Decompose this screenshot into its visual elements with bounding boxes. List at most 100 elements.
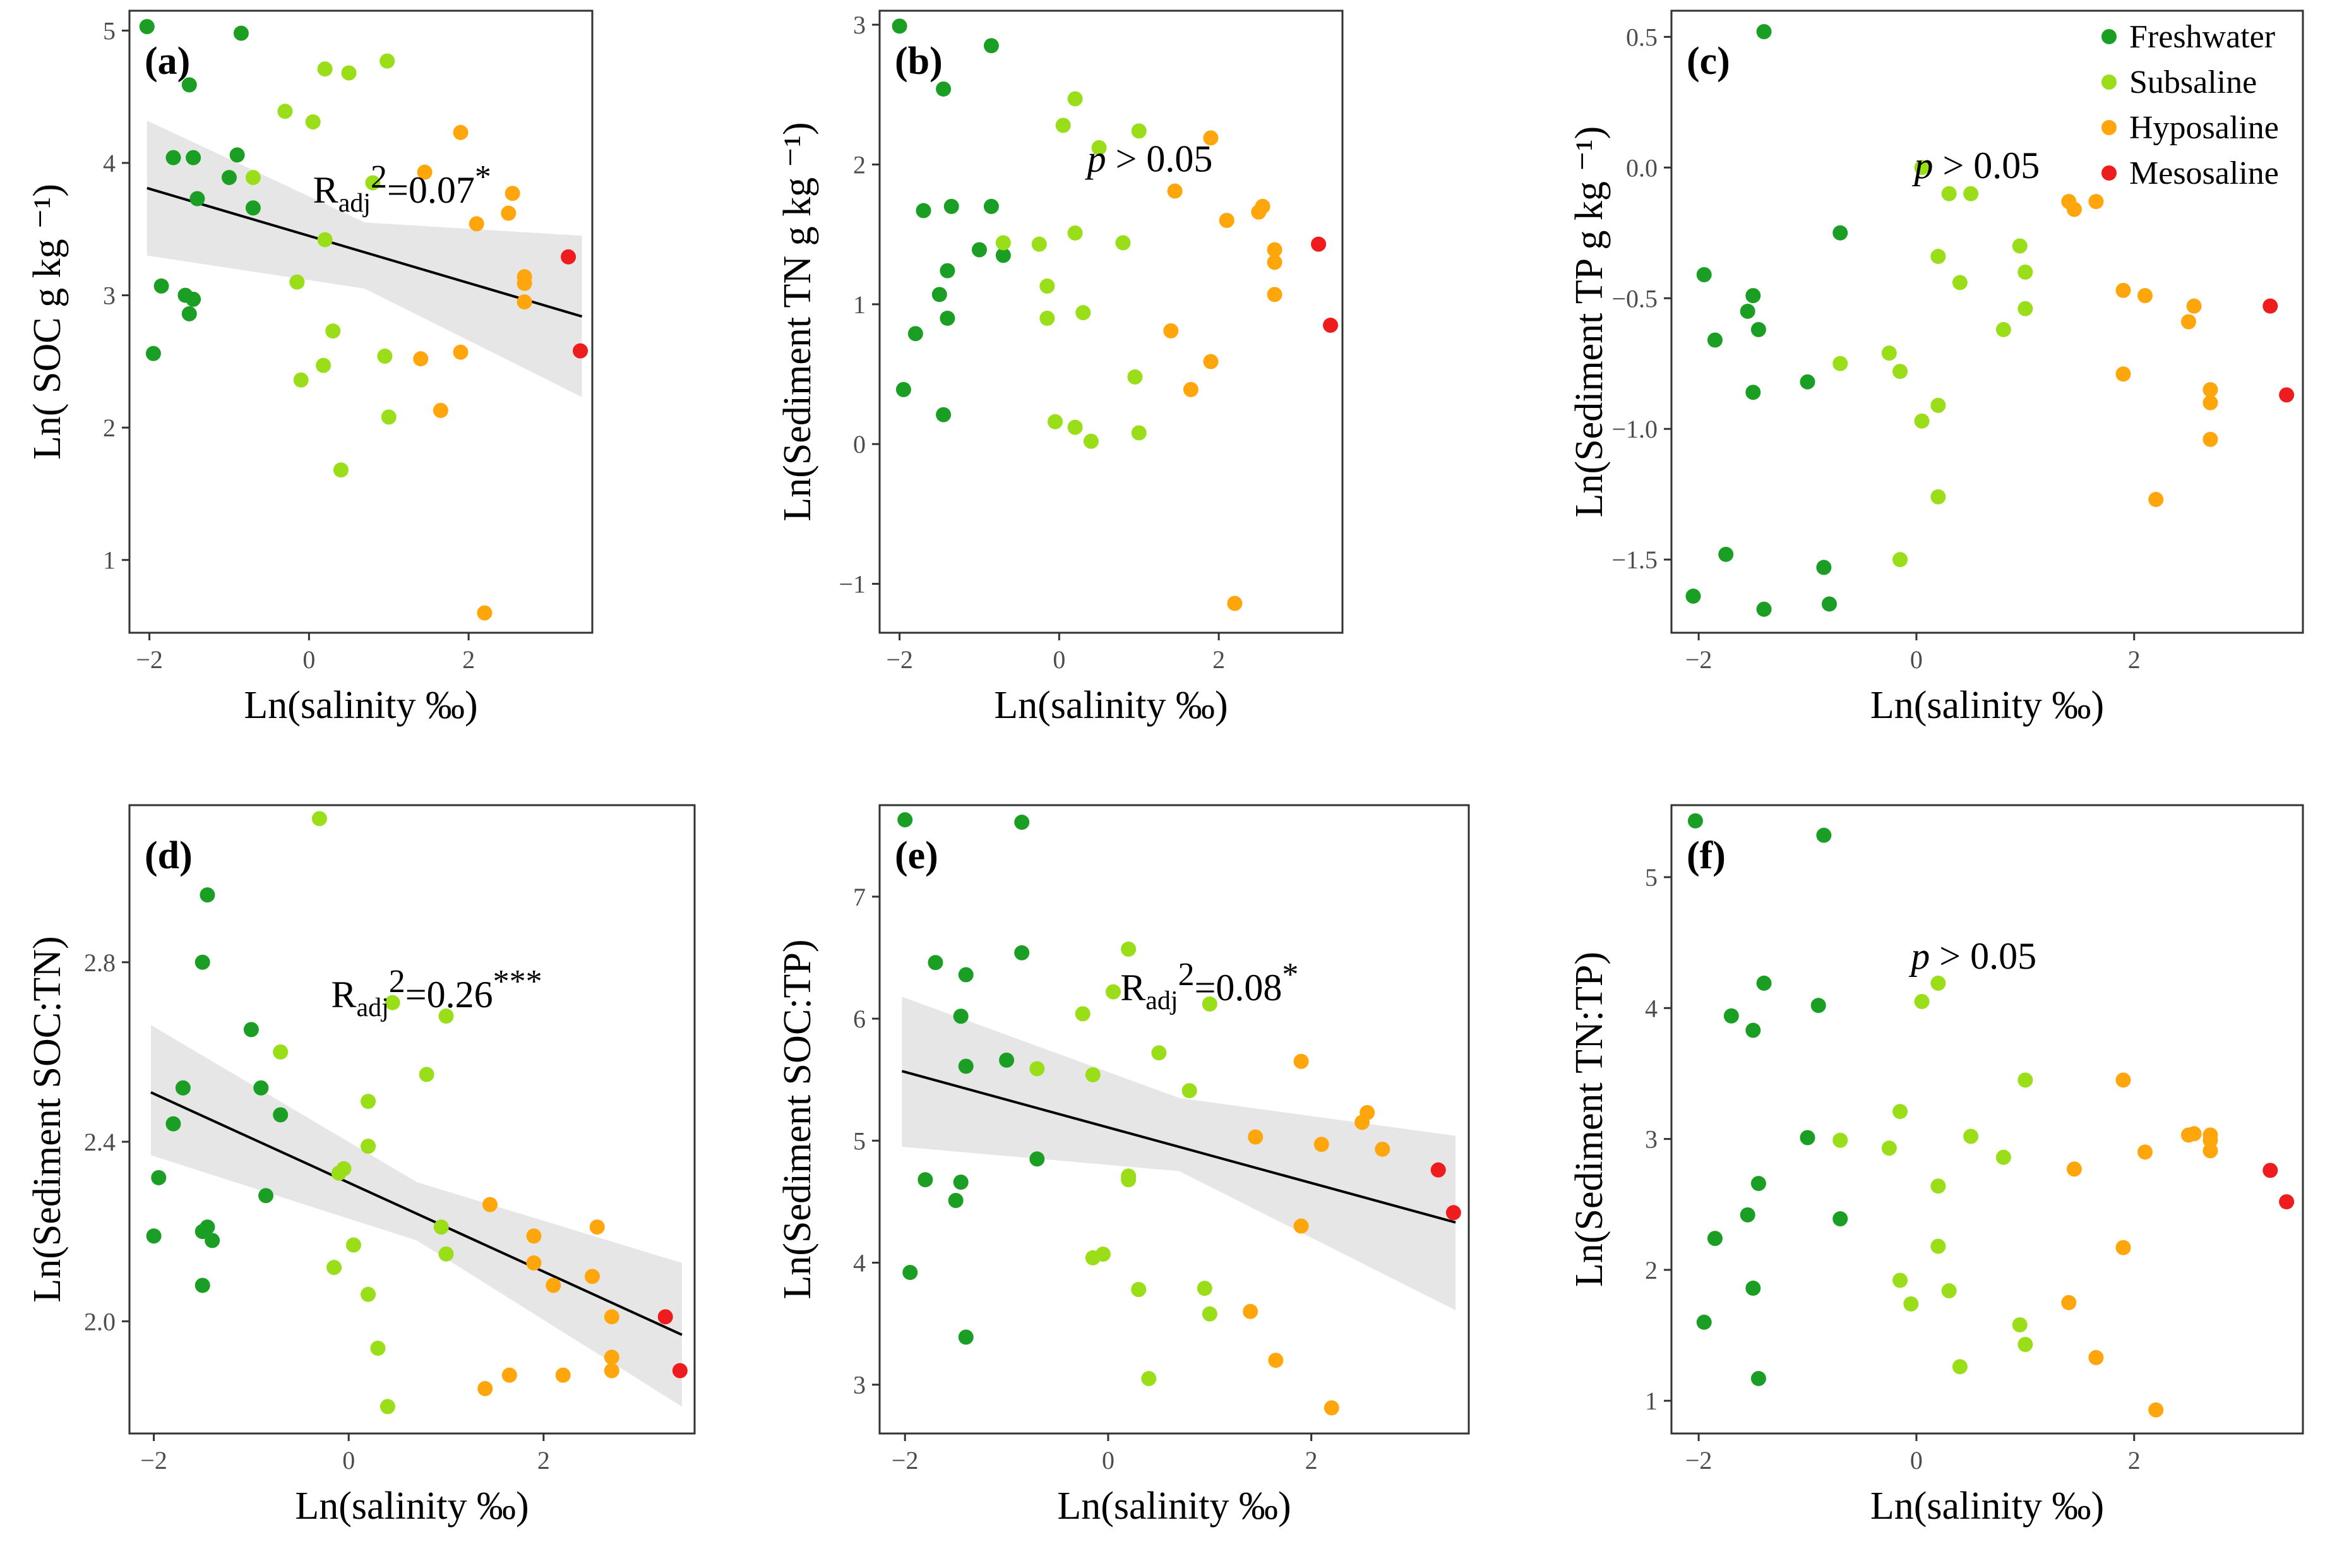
point-b-hyposaline-5 [1267, 242, 1282, 258]
y-tick-label-a-2: 3 [103, 282, 116, 310]
point-d-freshwater-4 [253, 1080, 269, 1096]
point-d-subsaline-5 [361, 1094, 376, 1110]
point-c-freshwater-13 [1756, 601, 1772, 617]
point-a-hyposaline-10 [433, 402, 448, 418]
y-tick-label-c-4: 0.5 [1626, 23, 1658, 51]
confidence-band-a [146, 120, 582, 397]
series-e-freshwater [897, 812, 1045, 1345]
series-c-freshwater [1685, 24, 1848, 617]
point-f-hyposaline-9 [2061, 1295, 2077, 1310]
point-b-subsaline-14 [1131, 425, 1147, 441]
point-a-freshwater-12 [181, 306, 197, 321]
point-a-freshwater-6 [221, 170, 237, 186]
point-b-subsaline-0 [1067, 91, 1083, 107]
point-f-freshwater-13 [1750, 1370, 1766, 1386]
point-b-freshwater-0 [892, 18, 907, 34]
y-tick-label-b-3: 2 [853, 150, 866, 179]
point-c-freshwater-8 [1745, 385, 1761, 400]
point-b-hyposaline-3 [1251, 204, 1267, 220]
y-tick-label-c-1: −1.0 [1611, 415, 1658, 443]
point-a-subsaline-3 [277, 104, 293, 119]
series-d-mesosaline [657, 1309, 688, 1379]
confidence-band-d [150, 1025, 682, 1407]
point-f-subsaline-14 [2017, 1337, 2033, 1353]
point-d-subsaline-6 [361, 1139, 376, 1154]
point-d-subsaline-2 [438, 1008, 454, 1024]
x-tick-label-e-1: 0 [1102, 1446, 1115, 1475]
point-e-freshwater-11 [948, 1192, 964, 1208]
point-a-subsaline-4 [305, 114, 321, 130]
point-d-freshwater-5 [273, 1107, 289, 1123]
point-f-hyposaline-0 [2115, 1072, 2131, 1088]
point-d-hyposaline-2 [526, 1228, 542, 1244]
point-b-freshwater-5 [983, 198, 999, 214]
point-e-freshwater-3 [928, 955, 943, 971]
point-e-freshwater-7 [958, 1058, 974, 1074]
point-d-mesosaline-0 [657, 1309, 673, 1325]
point-a-subsaline-12 [377, 348, 393, 364]
point-c-subsaline-0 [1914, 160, 1930, 176]
point-d-hyposaline-5 [546, 1278, 561, 1293]
y-axis-label-c: Ln(Sediment TP g kg ⁻¹) [1568, 126, 1611, 518]
point-f-subsaline-7 [1995, 1149, 2011, 1165]
point-c-hyposaline-7 [2115, 366, 2131, 382]
stat-annotation-b: p > 0.05 [1085, 138, 1213, 180]
y-axis-label-b: Ln(Sediment TN g kg ⁻¹) [776, 122, 819, 521]
x-axis-label-a: Ln(salinity ‰) [244, 684, 477, 727]
x-axis-label-e: Ln(salinity ‰) [1057, 1485, 1291, 1528]
series-c-mesosaline [2262, 298, 2295, 403]
plot-frame-d [128, 804, 696, 1435]
series-b-mesosaline [1311, 236, 1339, 333]
regression-line-e [901, 1070, 1456, 1224]
x-tick-label-c-0: −2 [1685, 645, 1712, 674]
point-e-subsaline-5 [1029, 1061, 1045, 1077]
x-tick-label-f-2: 2 [2128, 1446, 2141, 1475]
point-d-mesosaline-1 [672, 1363, 688, 1379]
x-axis-label-d: Ln(salinity ‰) [295, 1485, 529, 1528]
point-a-freshwater-7 [189, 191, 205, 206]
point-e-hyposaline-7 [1243, 1303, 1258, 1319]
panel-label-c: (c) [1687, 40, 1730, 83]
series-e-mesosaline [1430, 1162, 1461, 1221]
point-f-freshwater-10 [1707, 1231, 1723, 1247]
point-d-freshwater-2 [243, 1022, 259, 1038]
point-e-subsaline-7 [1181, 1083, 1197, 1099]
x-tick-label-b-0: −2 [886, 645, 913, 674]
point-a-freshwater-13 [145, 345, 161, 361]
point-e-freshwater-4 [958, 967, 974, 983]
point-a-subsaline-13 [381, 409, 397, 425]
point-c-hyposaline-8 [2202, 382, 2218, 398]
series-b-freshwater [892, 18, 1011, 422]
x-axis-label-c: Ln(salinity ‰) [1870, 684, 2104, 727]
point-b-subsaline-6 [1031, 236, 1047, 252]
point-d-hyposaline-8 [604, 1363, 619, 1379]
point-c-hyposaline-11 [2148, 491, 2164, 507]
point-c-freshwater-10 [1816, 560, 1832, 575]
point-e-subsaline-13 [1131, 1282, 1147, 1298]
point-b-freshwater-11 [907, 326, 923, 342]
stat-annotation-e: Radj2=0.08* [1120, 957, 1298, 1015]
point-a-freshwater-11 [186, 291, 201, 307]
point-c-hyposaline-2 [2066, 201, 2082, 217]
x-tick-label-b-2: 2 [1212, 645, 1225, 674]
series-b-subsaline [995, 91, 1147, 449]
point-c-hyposaline-9 [2202, 395, 2218, 410]
point-b-hyposaline-8 [1163, 323, 1179, 338]
plot-frame-e [878, 804, 1470, 1435]
point-f-hyposaline-5 [2137, 1144, 2153, 1160]
point-a-subsaline-7 [317, 232, 333, 248]
point-b-freshwater-2 [936, 81, 952, 97]
legend-label-mesosaline: Mesosaline [2129, 155, 2279, 191]
x-tick-label-d-1: 0 [342, 1446, 355, 1475]
point-f-subsaline-1 [1914, 993, 1930, 1009]
point-b-mesosaline-0 [1311, 236, 1327, 252]
point-c-hyposaline-1 [2088, 194, 2104, 210]
x-tick-label-d-2: 2 [537, 1446, 550, 1475]
legend-label-freshwater: Freshwater [2129, 19, 2275, 55]
x-tick-label-a-0: −2 [136, 645, 163, 674]
point-d-subsaline-15 [380, 1399, 395, 1415]
regression-line-a [146, 186, 583, 318]
point-b-hyposaline-0 [1203, 130, 1219, 146]
x-tick-label-e-2: 2 [1305, 1446, 1318, 1475]
point-f-freshwater-1 [1816, 827, 1832, 843]
